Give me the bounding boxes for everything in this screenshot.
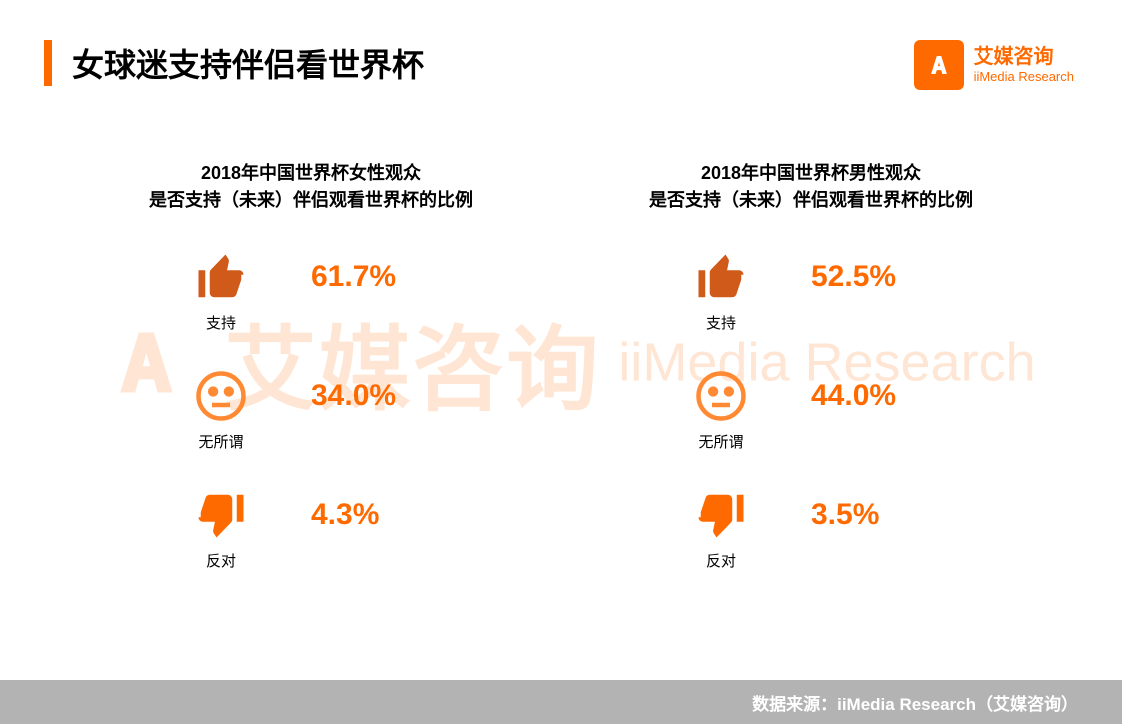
neutral-face-icon — [194, 369, 248, 423]
metric-label: 支持 — [206, 312, 236, 333]
chart-panels: 2018年中国世界杯女性观众 是否支持（未来）伴侣观看世界杯的比例 支持 61.… — [0, 160, 1122, 607]
page-title: 女球迷支持伴侣看世界杯 — [72, 40, 424, 86]
brand-logo-icon — [914, 40, 964, 90]
metric-label: 无所谓 — [198, 431, 243, 452]
panel-female: 2018年中国世界杯女性观众 是否支持（未来）伴侣观看世界杯的比例 支持 61.… — [121, 160, 501, 607]
panel-male: 2018年中国世界杯男性观众 是否支持（未来）伴侣观看世界杯的比例 支持 52.… — [621, 160, 1001, 607]
brand-name-cn: 艾媒咨询 — [974, 45, 1074, 69]
metric-value: 44.0% — [811, 379, 896, 413]
title-accent-bar — [44, 40, 52, 86]
metric-value: 52.5% — [811, 260, 896, 294]
panel-title: 2018年中国世界杯女性观众 是否支持（未来）伴侣观看世界杯的比例 — [121, 160, 501, 214]
metric-label: 反对 — [706, 550, 736, 571]
thumbs-up-icon — [194, 250, 248, 304]
thumbs-down-icon — [194, 488, 248, 542]
metric-row-oppose: 反对 4.3% — [121, 488, 501, 571]
thumbs-up-icon — [694, 250, 748, 304]
metric-row-support: 支持 61.7% — [121, 250, 501, 333]
metric-label: 反对 — [206, 550, 236, 571]
metric-row-support: 支持 52.5% — [621, 250, 1001, 333]
panel-title: 2018年中国世界杯男性观众 是否支持（未来）伴侣观看世界杯的比例 — [621, 160, 1001, 214]
thumbs-down-icon — [694, 488, 748, 542]
footer-source-text: 数据来源：iiMedia Research（艾媒咨询） — [752, 690, 1078, 715]
neutral-face-icon — [694, 369, 748, 423]
metric-label: 无所谓 — [698, 431, 743, 452]
metric-row-oppose: 反对 3.5% — [621, 488, 1001, 571]
metric-row-neutral: 无所谓 34.0% — [121, 369, 501, 452]
brand-block: 艾媒咨询 iiMedia Research — [914, 40, 1074, 90]
brand-name-en: iiMedia Research — [974, 69, 1074, 85]
metric-value: 34.0% — [311, 379, 396, 413]
footer-bar: 数据来源：iiMedia Research（艾媒咨询） — [0, 680, 1122, 724]
metric-label: 支持 — [706, 312, 736, 333]
metric-row-neutral: 无所谓 44.0% — [621, 369, 1001, 452]
metric-value: 4.3% — [311, 498, 379, 532]
metric-value: 61.7% — [311, 260, 396, 294]
metric-value: 3.5% — [811, 498, 879, 532]
